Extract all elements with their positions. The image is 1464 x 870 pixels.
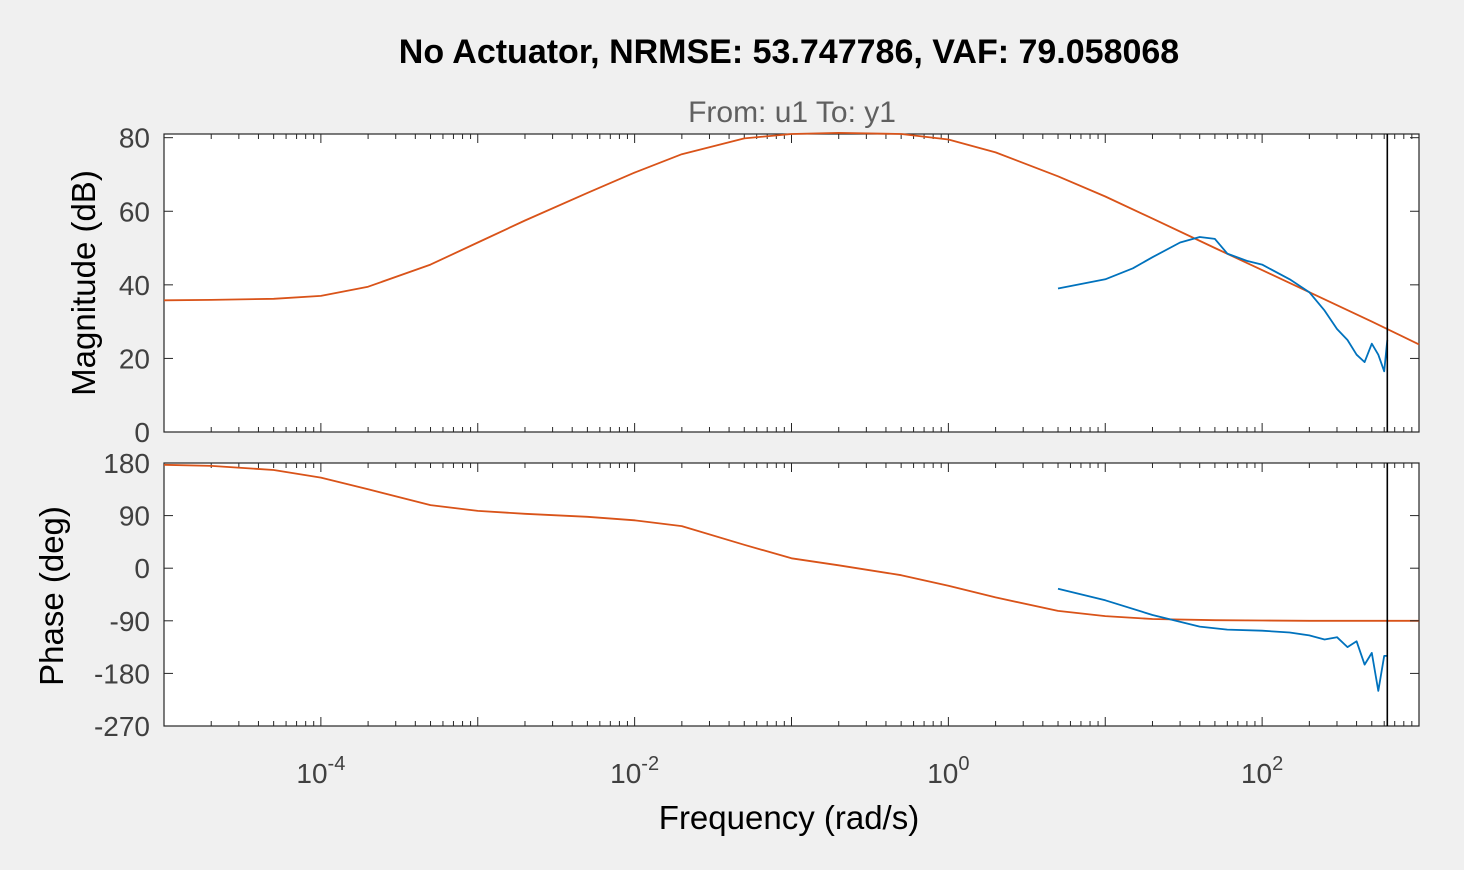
- io-subtitle: From: u1 To: y1: [688, 96, 896, 129]
- magnitude-series-line-data: [1057, 236, 1389, 373]
- phase-plot-area: [163, 462, 1420, 727]
- x-tick-label: 102: [1241, 753, 1283, 789]
- magnitude-y-tick-label: 0: [134, 417, 150, 448]
- phase-y-tick-label: 180: [103, 448, 150, 479]
- phase-y-tick-label: -90: [110, 606, 150, 637]
- phase-series-line-data: [1057, 587, 1388, 692]
- x-tick-label: 10-2: [610, 753, 659, 789]
- magnitude-y-tick-label: 60: [119, 196, 150, 227]
- phase-y-tick-label: -270: [94, 711, 150, 742]
- magnitude-y-tick-label: 40: [119, 270, 150, 301]
- magnitude-axes: 0 20 40 60 80 Magnitude (dB): [65, 123, 1420, 448]
- chart-title: No Actuator, NRMSE: 53.747786, VAF: 79.0…: [399, 33, 1179, 71]
- x-axis-label: Frequency (rad/s): [659, 799, 919, 836]
- phase-axes: -270 -180 -90 0 90 180 10-4 10-2 100 102 Phase (…: [33, 448, 1420, 836]
- magnitude-y-axis-label: Magnitude (dB): [65, 170, 102, 396]
- x-tick-label: 10-4: [296, 753, 345, 789]
- phase-series-line-model: [163, 463, 1419, 622]
- phase-y-tick-label: -180: [94, 658, 150, 689]
- magnitude-series-line-model: [163, 131, 1420, 346]
- phase-y-axis-label: Phase (deg): [33, 506, 70, 686]
- x-tick-label: 100: [927, 753, 969, 789]
- phase-y-tick-label: 0: [134, 553, 150, 584]
- phase-y-tick-label: 90: [119, 501, 150, 532]
- magnitude-plot-area: [163, 133, 1420, 433]
- magnitude-y-tick-label: 80: [119, 123, 150, 154]
- magnitude-y-tick-label: 20: [119, 343, 150, 374]
